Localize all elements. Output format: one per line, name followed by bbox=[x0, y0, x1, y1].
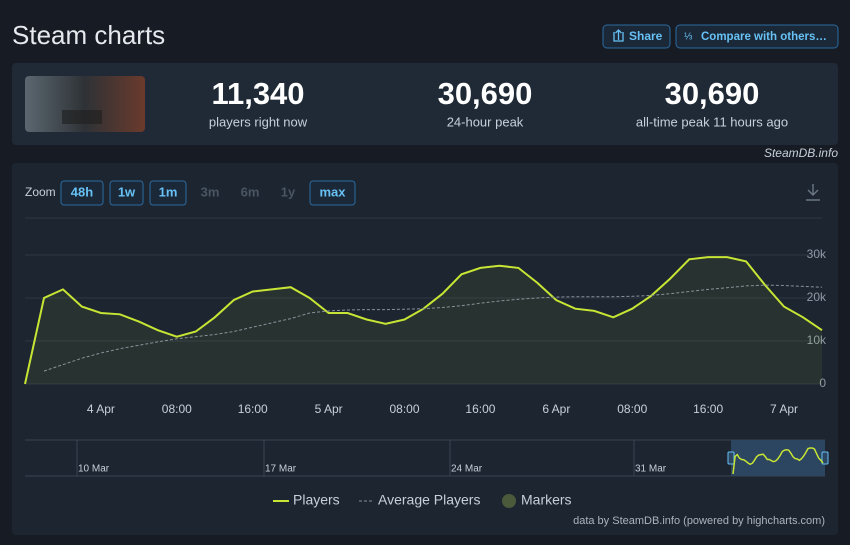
legend-label: Markers bbox=[521, 492, 572, 508]
plot: 0 10k 20k 30k 4 Apr 08:00 16:00 5 Apr 08:00 16:00… bbox=[24, 217, 827, 416]
zoom-button[interactable]: max bbox=[309, 180, 356, 206]
zoom-button-bg bbox=[309, 180, 356, 206]
x-tick-label: 16:00 bbox=[465, 402, 495, 416]
x-tick-label: 08:00 bbox=[390, 402, 420, 416]
icon: ⅓ bbox=[684, 32, 693, 43]
y-tick-label: 30k bbox=[807, 247, 827, 261]
zoom-button-bg bbox=[149, 180, 187, 206]
zoom-button: 1y bbox=[281, 184, 296, 199]
legend-label: Average Players bbox=[378, 492, 480, 508]
zoom-button-label: 1m bbox=[159, 184, 178, 199]
zoom-button: 3m bbox=[201, 184, 220, 199]
x-tick-label: 4 Apr bbox=[87, 402, 115, 416]
x-tick-label: 08:00 bbox=[617, 402, 647, 416]
zoom-button-label: max bbox=[319, 184, 346, 199]
stat-label: all-time peak 11 hours ago bbox=[636, 114, 788, 129]
share-button[interactable]: Share bbox=[602, 24, 671, 49]
navigator-label: 31 Mar bbox=[635, 464, 667, 475]
legend-item[interactable]: Markers bbox=[502, 492, 572, 508]
legend-item[interactable]: Players bbox=[273, 492, 340, 508]
navigator-label: 24 Mar bbox=[451, 464, 483, 475]
y-tick-label: 10k bbox=[807, 333, 827, 347]
stat-value: 30,690 bbox=[665, 76, 760, 111]
x-tick-label: 5 Apr bbox=[315, 402, 343, 416]
zoom-button-label: 48h bbox=[71, 184, 93, 199]
legend-label: Players bbox=[293, 492, 340, 508]
zoom-label: Zoom bbox=[25, 185, 56, 199]
x-tick-label: 16:00 bbox=[238, 402, 268, 416]
zoom-button[interactable]: 1w bbox=[109, 180, 144, 206]
x-tick-label: 08:00 bbox=[162, 402, 192, 416]
navigator-handle[interactable] bbox=[821, 451, 829, 465]
x-tick-label: 16:00 bbox=[693, 402, 723, 416]
legend-swatch bbox=[502, 494, 516, 508]
x-tick-label: 6 Apr bbox=[542, 402, 570, 416]
zoom-button-label: 3m bbox=[201, 184, 220, 199]
chart-panel bbox=[12, 163, 838, 535]
download-icon[interactable] bbox=[806, 184, 820, 201]
navigator-label: 10 Mar bbox=[78, 464, 110, 475]
watermark: SteamDB.info bbox=[764, 146, 838, 160]
x-tick-label: 7 Apr bbox=[770, 402, 798, 416]
navigator bbox=[25, 439, 829, 477]
zoom-button-label: 1w bbox=[118, 184, 136, 199]
compare-button[interactable]: ⅓ Compare with others… bbox=[675, 24, 839, 49]
zoom-button-bg bbox=[60, 180, 104, 206]
navigator-label: 17 Mar bbox=[265, 464, 297, 475]
stat: 11,340 players right now 30,690 24-hour … bbox=[209, 76, 788, 129]
y-tick-label: 0 bbox=[819, 376, 826, 390]
players-area bbox=[25, 257, 822, 384]
zoom-button[interactable]: 48h bbox=[60, 180, 104, 206]
zoom-button-label: 6m bbox=[241, 184, 260, 199]
y-tick-label: 20k bbox=[807, 290, 827, 304]
stat-label: players right now bbox=[209, 114, 308, 129]
stat-label: 24-hour peak bbox=[447, 114, 524, 129]
navigator-line bbox=[732, 447, 824, 475]
stats-panel bbox=[12, 63, 838, 145]
navigator-handle[interactable] bbox=[727, 451, 735, 465]
stat-value: 30,690 bbox=[438, 76, 533, 111]
zoom-button: 6m bbox=[241, 184, 260, 199]
button-label: Share bbox=[629, 29, 663, 43]
game-image bbox=[25, 76, 145, 132]
zoom-button[interactable]: 1m bbox=[149, 180, 187, 206]
legend-item[interactable]: Average Players bbox=[359, 492, 480, 508]
button-label: Compare with others… bbox=[701, 31, 827, 43]
zoom-button-label: 1y bbox=[281, 184, 296, 199]
average-line[interactable] bbox=[43, 284, 823, 372]
page-title: Steam charts bbox=[12, 20, 165, 50]
stat-value: 11,340 bbox=[211, 76, 304, 111]
legend: Players Average Players Markers bbox=[273, 492, 572, 508]
credits: data by SteamDB.info (powered by highcha… bbox=[573, 515, 825, 527]
zoom-button-bg bbox=[109, 180, 144, 206]
